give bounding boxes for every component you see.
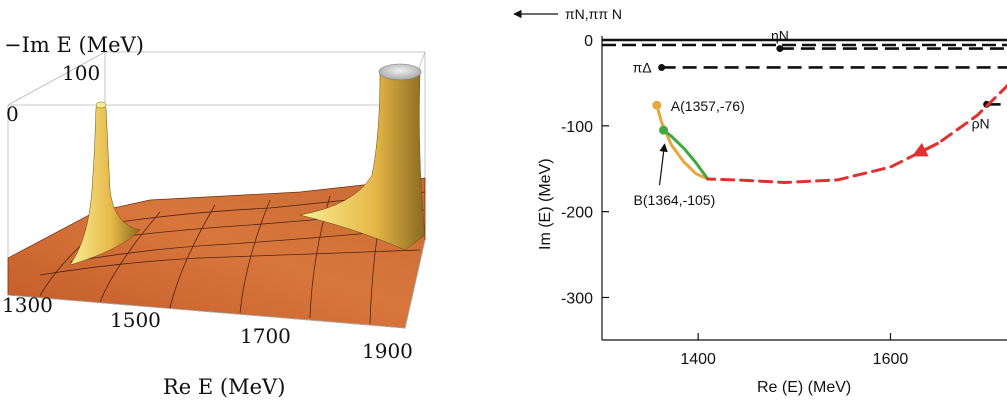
surface-xtick-1500: 1500 — [110, 308, 161, 332]
threshold-dot — [776, 45, 784, 53]
threshold-label: ηN — [771, 28, 789, 44]
surface-xtick-1300: 1300 — [2, 293, 53, 317]
annotation-b-arrow — [658, 143, 668, 186]
surface-peak-left-cap — [95, 101, 107, 109]
surface-xtick-1700: 1700 — [240, 324, 291, 348]
surface-peak-right — [299, 71, 426, 251]
left-surface-panel: −Im E (MeV) 100 0 1300 1500 1700 1900 Re… — [2, 33, 426, 399]
threshold-label: ρN — [972, 115, 990, 131]
surface-xlabel: Re E (MeV) — [163, 375, 285, 399]
annotation-b: B(1364,-105) — [634, 192, 716, 208]
y-tick-label: -300 — [561, 290, 593, 307]
surface-xtick-1900: 1900 — [362, 339, 413, 363]
x-tick-label: 1600 — [873, 351, 909, 368]
trajectory-chart: 1400160018000-100-200-300 ηNπΔρNσN A(135… — [513, 6, 1007, 396]
annotation-a: A(1357,-76) — [671, 98, 745, 114]
y-tick-label: 0 — [584, 33, 593, 50]
channel-note: πN,ππ N — [565, 6, 622, 22]
y-tick-label: -100 — [561, 119, 593, 136]
surface-peak-right-cap — [378, 63, 422, 81]
x-axis-label: Re (E) (MeV) — [757, 379, 851, 396]
surface-ztick-100: 100 — [62, 61, 100, 85]
surface-box-front — [7, 239, 426, 329]
y-tick-label: -200 — [561, 205, 593, 222]
trajectory-line — [706, 83, 1007, 184]
surface-zlabel: −Im E (MeV) — [4, 33, 144, 57]
x-tick-label: 1400 — [680, 351, 716, 368]
threshold-label: πΔ — [633, 59, 652, 75]
threshold-dot — [658, 63, 666, 71]
trajectory-line — [662, 128, 710, 181]
surface-ztick-0: 0 — [6, 102, 19, 126]
trajectory-direction-arrow — [911, 141, 940, 157]
pole-endpoint-dot — [652, 100, 662, 110]
surface-peak-left — [69, 102, 141, 266]
pole-endpoint-dot — [659, 125, 669, 135]
y-axis-label: Im (E) (MeV) — [537, 158, 554, 250]
trajectory-line — [655, 103, 710, 181]
